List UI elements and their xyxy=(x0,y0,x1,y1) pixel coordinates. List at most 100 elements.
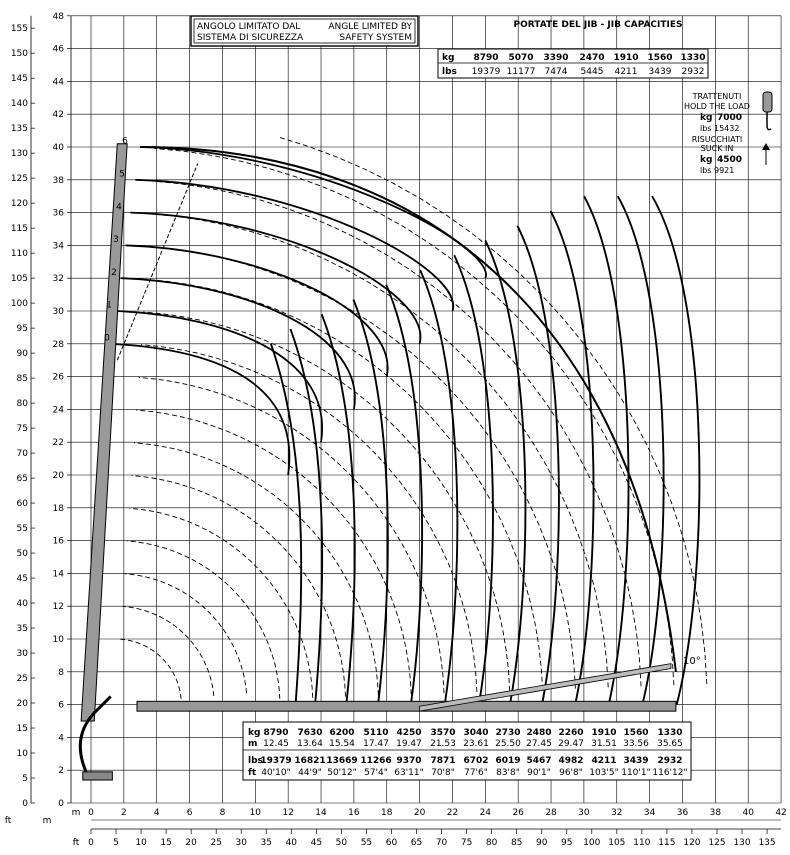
dashed-arc xyxy=(140,344,478,693)
cap-m-value: 25.50 xyxy=(495,739,521,749)
cap-lbs-value: 13669 xyxy=(326,756,357,766)
boom-position-label: 0 xyxy=(104,334,110,344)
tick-label-m-x: 30 xyxy=(578,808,590,818)
capacity-curve xyxy=(516,225,560,705)
jib-capacities: PORTATE DEL JIB - JIB CAPACITIES kg lbs … xyxy=(437,20,709,79)
tick-label-m-y: 8 xyxy=(58,668,64,678)
cap-ft-value: 110'1" xyxy=(621,768,651,778)
tick-label-ft-y: 10 xyxy=(17,749,29,759)
cap-kg-value: 8790 xyxy=(263,728,288,738)
tick-label-m-x: 20 xyxy=(414,808,426,818)
dashed-arc xyxy=(143,311,511,691)
tick-label-ft-y: 140 xyxy=(11,99,28,109)
tick-label-ft-y: 0 xyxy=(22,799,28,809)
boom-position-label: 4 xyxy=(116,202,122,212)
tick-label-ft-x: 15 xyxy=(160,838,171,848)
cap-kg-label: kg xyxy=(248,728,260,738)
tick-label-ft-x: 50 xyxy=(336,838,348,848)
cap-kg-value: 3570 xyxy=(430,728,455,738)
cap-ft-value: 50'12" xyxy=(327,768,357,778)
boom-vertical xyxy=(80,143,128,722)
envelope-arc xyxy=(130,211,422,345)
cap-m-value: 31.51 xyxy=(591,739,617,749)
jib-lbs-value: 5445 xyxy=(581,67,604,77)
tick-label-ft-y: 45 xyxy=(17,574,28,584)
tick-label-ft-y: 70 xyxy=(17,449,29,459)
tick-label-ft-y: 135 xyxy=(11,124,28,134)
tick-label-ft-x: 45 xyxy=(311,838,322,848)
crane-base xyxy=(82,771,113,781)
notice-it-line1: ANGOLO LIMITATO DAL xyxy=(197,22,300,32)
boom-horizontal xyxy=(136,700,677,712)
tick-label-ft-y: 35 xyxy=(17,624,28,634)
tick-label-ft-y: 105 xyxy=(11,274,28,284)
tick-label-ft-y: 125 xyxy=(11,174,28,184)
tick-label-m-y: 38 xyxy=(53,176,65,186)
crane-column xyxy=(78,695,112,773)
winch-info: TRATTENUTI HOLD THE LOAD kg 7000 lbs 154… xyxy=(684,91,773,175)
tick-label-ft-x: 130 xyxy=(733,838,750,848)
jib-kg-label: kg xyxy=(442,53,454,63)
cap-m-value: 13.64 xyxy=(297,739,323,749)
cap-lbs-value: 9370 xyxy=(396,756,421,766)
suck-kg: 4500 xyxy=(717,155,742,165)
axis-m-label: m xyxy=(72,808,81,818)
tick-label-m-y: 48 xyxy=(53,12,65,22)
tick-label-m-y: 10 xyxy=(53,635,65,645)
dashed-arc xyxy=(131,475,346,697)
jib-lbs-value: 4211 xyxy=(615,67,638,77)
cap-m-value: 15.54 xyxy=(329,739,355,749)
capacity-table: kg m lbs ft 8790 7630 6200 5110 4250 3570 3040… xyxy=(242,721,692,781)
boom-position-label: 5 xyxy=(119,170,125,180)
notice-it-line2: SISTEMA DI SICUREZZA xyxy=(197,33,304,43)
envelope-arc xyxy=(140,146,487,279)
tick-label-m-x: 4 xyxy=(154,808,160,818)
cap-kg-value: 1910 xyxy=(591,728,616,738)
jib-angle-label: 10° xyxy=(683,656,701,667)
dashed-arc xyxy=(124,573,248,694)
tick-label-ft-x: 135 xyxy=(758,838,775,848)
capacity-curve xyxy=(616,195,665,705)
suck-lbs: 9921 xyxy=(714,166,734,175)
tick-label-m-y: 4 xyxy=(58,733,64,743)
dashed-arc xyxy=(129,507,314,698)
tick-label-m-x: 18 xyxy=(381,808,393,818)
tick-label-m-x: 32 xyxy=(611,808,622,818)
boom-position-label: 1 xyxy=(106,301,112,311)
tick-label-ft-y: 30 xyxy=(17,649,29,659)
tick-label-m-y: 22 xyxy=(53,438,64,448)
tick-label-ft-y: 155 xyxy=(11,24,28,34)
tick-label-ft-y: 110 xyxy=(11,249,28,259)
hold-lbs-label: lbs xyxy=(700,124,711,133)
tick-label-ft-x: 115 xyxy=(658,838,675,848)
tick-label-ft-x: 30 xyxy=(236,838,248,848)
notice-en-line2: SAFETY SYSTEM xyxy=(339,33,412,43)
jib-lbs-value: 3439 xyxy=(649,67,672,77)
tick-label-ft-x: 65 xyxy=(411,838,422,848)
tick-label-m-y: 12 xyxy=(53,602,64,612)
dashed-arc xyxy=(133,442,379,696)
tick-label-m-x: 0 xyxy=(88,808,94,818)
cap-lbs-value: 2932 xyxy=(657,756,682,766)
tick-label-m-x: 6 xyxy=(187,808,193,818)
tick-label-ft-x: 95 xyxy=(561,838,572,848)
jib-kg-value: 1560 xyxy=(647,53,672,63)
tick-label-m-x: 34 xyxy=(644,808,656,818)
tick-label-m-x: 8 xyxy=(220,808,226,818)
dashed-arc xyxy=(136,409,412,695)
tick-label-ft-x: 80 xyxy=(486,838,498,848)
tick-label-ft-x: 10 xyxy=(135,838,147,848)
envelope-arc xyxy=(115,310,324,443)
tick-label-m-x: 12 xyxy=(282,808,293,818)
tick-label-m-x: 24 xyxy=(480,808,492,818)
tick-label-ft-y: 75 xyxy=(17,424,28,434)
jib-kg-value: 8790 xyxy=(473,53,498,63)
cap-ft-value: 90'1" xyxy=(527,768,551,778)
dashed-arc xyxy=(149,213,609,688)
suck-kg-label: kg xyxy=(700,155,712,165)
tick-label-ft-y: 90 xyxy=(17,349,29,359)
tick-label-m-y: 26 xyxy=(53,373,65,383)
tick-label-ft-y: 25 xyxy=(17,674,28,684)
tick-label-ft-x: 100 xyxy=(583,838,600,848)
dashed-arc xyxy=(278,136,708,685)
